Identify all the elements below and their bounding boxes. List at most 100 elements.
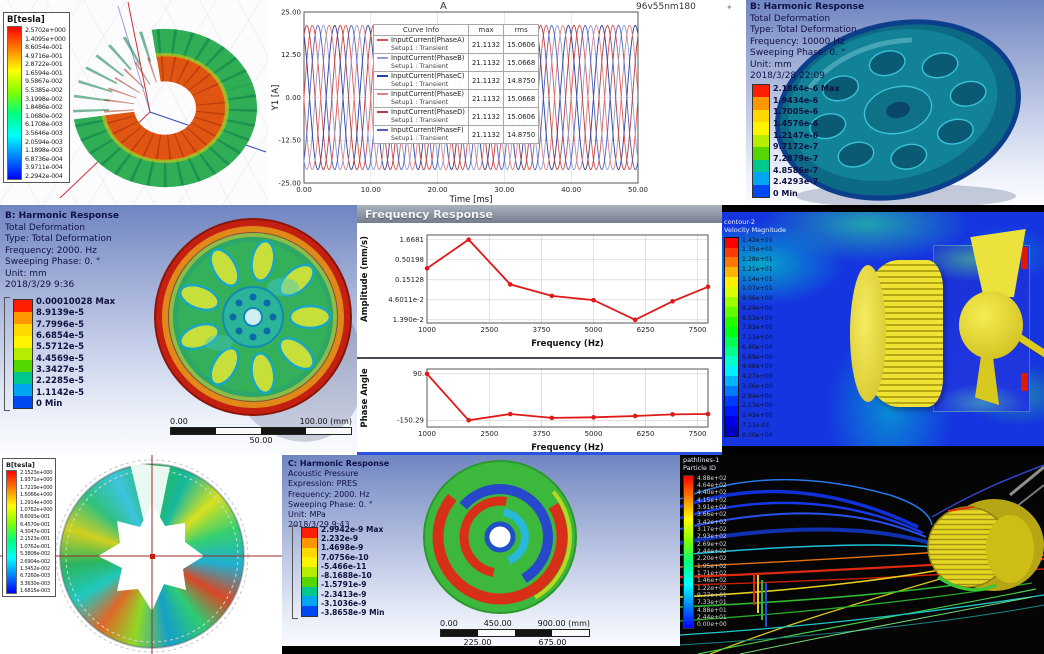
list-item: 4.88e+02 xyxy=(697,474,727,482)
legend-values: 2.1523e+000 1.9371e+000 1.7219e+000 1.5066e… xyxy=(20,470,53,594)
curve-color-swatch xyxy=(377,75,388,78)
list-item: 8.9139e-5 xyxy=(36,308,85,319)
list-item: 4.64e+02 xyxy=(697,481,727,489)
list-item: 3.5646e-003 xyxy=(25,128,63,137)
list-item: Type: Total Deformation xyxy=(750,25,857,36)
ruler-q3: 675.00 xyxy=(538,638,567,647)
list-item: 1.6815e-003 xyxy=(20,588,50,594)
list-item: 4.15e+02 xyxy=(697,496,727,504)
list-item: 2.93e+02 xyxy=(697,533,727,541)
color-band xyxy=(753,159,769,173)
color-band xyxy=(14,336,32,348)
svg-text:90.: 90. xyxy=(413,370,424,378)
color-band xyxy=(753,85,769,98)
list-item: 2.44e+01 xyxy=(697,614,727,622)
list-item: 6.7260e-003 xyxy=(20,573,50,580)
flywheel-body xyxy=(154,218,352,416)
list-item: 6.40e+00 xyxy=(742,343,773,351)
list-item: 2.2942e-004 xyxy=(25,171,63,180)
svg-text:1.6681: 1.6681 xyxy=(400,236,425,244)
color-band xyxy=(753,134,769,148)
legend-values: 0.00010028 Max 8.9139e-5 7.7996e-5 6.6854e-… xyxy=(36,297,115,409)
curve-color-swatch xyxy=(377,129,388,132)
list-item: -2.3413e-9 xyxy=(321,589,367,599)
list-item: 2018/3/28 22:09 xyxy=(750,71,825,82)
legend-values: 2.1864e-6 Max 1.9434e-6 1.7005e-6 1.4576e-6… xyxy=(773,84,840,198)
color-band xyxy=(725,326,738,337)
list-item: 1.22e+02 xyxy=(697,584,727,592)
legend-title: B[tesla] xyxy=(7,15,45,25)
fan-hub xyxy=(959,291,1023,359)
ruler-q1: 225.00 xyxy=(463,638,492,647)
list-item: -5.466e-11 xyxy=(321,561,367,571)
color-band xyxy=(14,384,32,396)
svg-text:7500: 7500 xyxy=(689,430,707,438)
list-item: 2.84e+00 xyxy=(742,392,773,400)
color-band xyxy=(725,406,738,416)
panel-maxwell-rotor: B[tesla] 2.1523e+000 1.9371e+000 1.7219e+0… xyxy=(0,455,282,654)
list-item: Frequency: 2000. Hz xyxy=(5,245,97,256)
list-item: -1.5791e-9 xyxy=(321,580,367,590)
list-item: 2.8722e-001 xyxy=(25,60,63,69)
pin-icon: ✦ xyxy=(726,3,733,12)
list-item: 1.0762e-001 xyxy=(20,543,50,550)
list-item: 4.9716e-001 xyxy=(25,51,63,60)
color-band xyxy=(725,376,738,387)
list-item: 1.46e+02 xyxy=(697,577,727,585)
cylinder-cap xyxy=(850,265,886,402)
hot-spot xyxy=(1021,373,1028,391)
color-band xyxy=(725,346,738,357)
chart-separator xyxy=(357,357,722,359)
list-item: 7.2879e-7 xyxy=(773,153,819,163)
colorbar xyxy=(7,26,22,180)
contour-legend: 2.9942e-9 Max 2.232e-9 1.4698e-9 7.0756e-10… xyxy=(292,525,384,619)
color-band xyxy=(725,366,738,377)
list-item: 1.7005e-6 xyxy=(773,107,819,117)
list-item: 6.6854e-5 xyxy=(36,330,85,341)
svg-text:2500: 2500 xyxy=(481,326,499,334)
list-item: 6.4570e-001 xyxy=(20,521,50,528)
legend-title: B[tesla] xyxy=(6,461,35,469)
list-item: 2.9942e-9 Max xyxy=(321,525,384,534)
list-item: 2018/3/29 9:36 xyxy=(5,280,75,291)
list-item: 0.00e+00 xyxy=(697,621,727,629)
list-item: 2.1864e-6 Max xyxy=(773,84,840,93)
result-title: B: Harmonic Response xyxy=(750,2,865,12)
panel-frequency-response: Frequency Response 1000 2500 3750 5000 6250 7… xyxy=(357,205,724,455)
color-band xyxy=(725,386,738,397)
list-item: 1.71e+02 xyxy=(697,570,727,578)
list-item: pathlines-1 xyxy=(683,456,720,464)
list-item: 7.82e+00 xyxy=(742,324,773,332)
color-band xyxy=(302,557,317,568)
list-item: 7.11e-01 xyxy=(742,421,770,429)
svg-text:Frequency (Hz): Frequency (Hz) xyxy=(531,339,604,349)
color-band xyxy=(725,247,738,258)
list-item: 0.00010028 Max xyxy=(36,297,116,307)
color-band xyxy=(14,360,32,372)
color-band xyxy=(14,396,32,408)
svg-text:Phase Angle: Phase Angle xyxy=(360,368,370,427)
result-info: B: Harmonic Response Total Deformation Ty… xyxy=(5,211,119,292)
result-lines: Total Deformation Type: Total Deformation… xyxy=(750,14,864,83)
svg-text:0.50198: 0.50198 xyxy=(395,256,424,264)
panel-harmonic-2000: B: Harmonic Response Total Deformation Ty… xyxy=(0,205,357,455)
colorbar-legend: B[tesla] 2.5702e+000 1.4095e+000 8.6054e-0… xyxy=(3,12,70,183)
list-item: 2.1523e+000 xyxy=(20,470,53,476)
list-item: Total Deformation xyxy=(750,13,831,24)
curve-table-row: InputCurrent(PhaseF) Setup1 : Transient 21… xyxy=(373,125,540,145)
list-item: 1.2914e+000 xyxy=(20,499,53,506)
list-item: 9.77e+01 xyxy=(697,592,727,600)
flywheel-front xyxy=(154,218,357,442)
window-titlebar[interactable]: Frequency Response xyxy=(357,205,722,223)
list-item: 3.3427e-5 xyxy=(36,364,85,375)
svg-text:Frequency (Hz): Frequency (Hz) xyxy=(531,443,604,453)
list-item: Acoustic Pressure xyxy=(288,469,359,479)
legend-header: pathlines-1 Particle ID xyxy=(683,456,727,473)
list-item: 1.5066e+000 xyxy=(20,492,53,499)
legend-values: 2.9942e-9 Max 2.232e-9 1.4698e-9 7.0756e-10… xyxy=(321,525,384,617)
ruler-bar xyxy=(440,629,590,637)
list-item: 5.69e+00 xyxy=(742,353,773,361)
list-item: 4.4569e-5 xyxy=(36,353,85,364)
svg-text:3750: 3750 xyxy=(533,430,551,438)
